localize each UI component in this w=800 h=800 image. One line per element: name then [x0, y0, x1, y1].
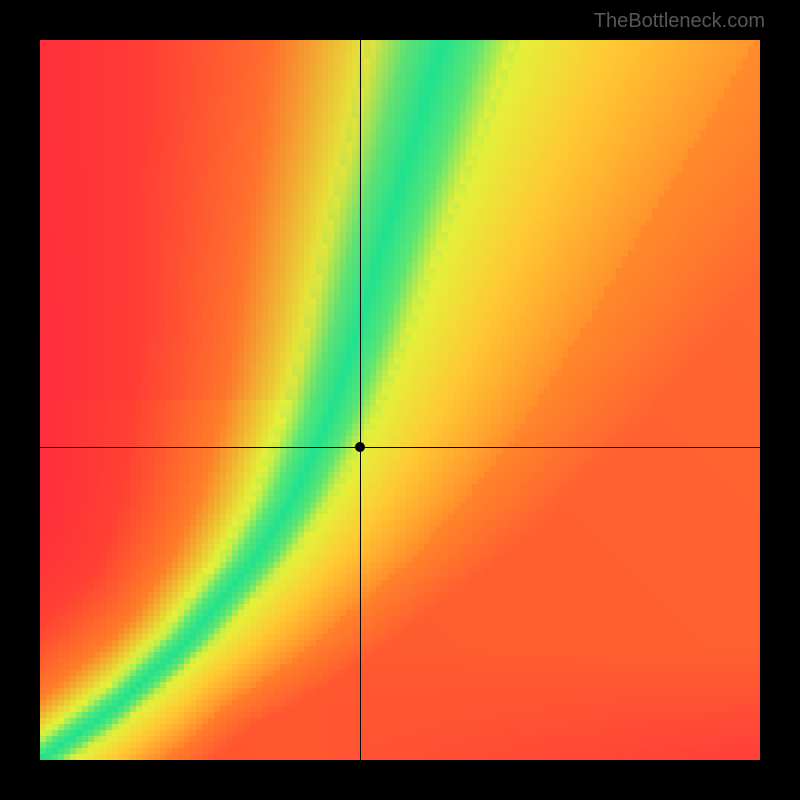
heatmap-canvas — [40, 40, 760, 760]
crosshair-vertical — [360, 40, 361, 760]
crosshair-horizontal — [40, 447, 760, 448]
chart-container: TheBottleneck.com — [0, 0, 800, 800]
crosshair-point — [355, 442, 365, 452]
plot-area — [40, 40, 760, 760]
watermark-text: TheBottleneck.com — [594, 10, 765, 33]
